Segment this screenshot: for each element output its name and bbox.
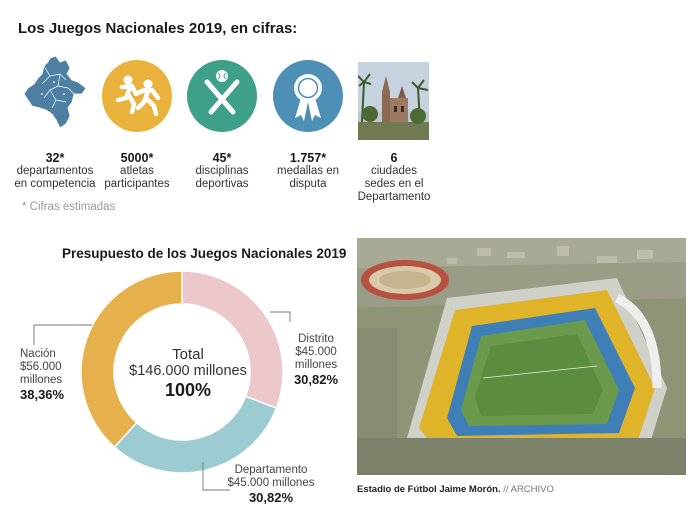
leader-line-distrito <box>270 311 291 322</box>
page-title: Los Juegos Nacionales 2019, en cifras: <box>18 20 298 37</box>
stat-number: 1.757* <box>289 151 327 165</box>
budget-donut-chart <box>33 270 291 491</box>
slice-name: Nación <box>20 348 56 360</box>
stat-label: disciplinas <box>195 165 249 177</box>
slice-amount: $45.000 <box>295 346 337 358</box>
photo-caption: Estadio de Fútbol Jaime Morón. // ARCHIV… <box>357 484 554 495</box>
slice-percent: 30,82% <box>248 490 294 505</box>
slice-label-departamento: Departamento $45.000 millones 30,82% <box>226 464 316 504</box>
stat-label: deportivas <box>195 178 249 190</box>
total-label: Total <box>172 346 204 363</box>
slice-amount: $45.000 millones <box>227 477 315 489</box>
stat-ciudades: 6 ciudades sedes en el Departamento <box>339 152 449 204</box>
stat-label: ciudades <box>370 165 418 177</box>
stat-disciplinas: 45* disciplinas deportivas <box>167 152 277 191</box>
slice-nacion <box>80 270 183 449</box>
stat-atletas: 5000* atletas participantes <box>82 152 192 191</box>
slice-percent: 38,36% <box>20 387 65 402</box>
leader-line-nacion <box>33 324 92 345</box>
medal-ribbon-icon <box>273 60 343 132</box>
footnote: * Cifras estimadas <box>22 201 116 213</box>
stat-label: Departamento <box>357 191 431 203</box>
stat-label: atletas <box>120 165 154 177</box>
slice-name: Departamento <box>234 464 308 476</box>
stat-label: sedes en el <box>364 178 424 190</box>
stat-label: disputa <box>289 178 327 190</box>
stadium-photo <box>357 238 686 475</box>
slice-departamento <box>113 395 278 474</box>
slice-label-distrito: Distrito $45.000 millones 30,82% <box>290 333 342 386</box>
stat-label: participantes <box>104 178 170 190</box>
total-amount: $146.000 millones <box>129 363 247 379</box>
total-percent: 100% <box>164 380 212 400</box>
stat-number: 45* <box>212 151 232 165</box>
stat-departamentos: 32* departamentos en competencia <box>0 152 110 191</box>
stat-label: departamentos <box>16 165 94 177</box>
athletes-icon <box>102 60 172 132</box>
slice-unit: millones <box>20 374 63 386</box>
baseball-icon <box>187 60 257 132</box>
chart-total: Total $146.000 millones 100% <box>122 347 254 401</box>
stat-medallas: 1.757* medallas en disputa <box>253 152 363 191</box>
stat-number: 6 <box>390 151 398 165</box>
stat-label: medallas en <box>276 165 339 177</box>
stat-label: en competencia <box>14 178 96 190</box>
chart-title: Presupuesto de los Juegos Nacionales 201… <box>62 246 347 261</box>
slice-amount: $56.000 <box>20 361 62 373</box>
slice-unit: millones <box>294 359 338 371</box>
caption-text: Estadio de Fútbol Jaime Morón. <box>357 484 501 495</box>
slice-name: Distrito <box>298 333 334 345</box>
stat-number: 32* <box>45 151 65 165</box>
leader-line-departamento <box>202 462 230 491</box>
cathedral-photo <box>358 62 429 140</box>
stat-number: 5000* <box>120 151 154 165</box>
slice-label-nacion: Nación $56.000 millones 38,36% <box>20 348 80 401</box>
colombia-map-icon <box>20 54 90 134</box>
caption-credit: // ARCHIVO <box>500 484 554 495</box>
slice-percent: 30,82% <box>293 372 339 387</box>
